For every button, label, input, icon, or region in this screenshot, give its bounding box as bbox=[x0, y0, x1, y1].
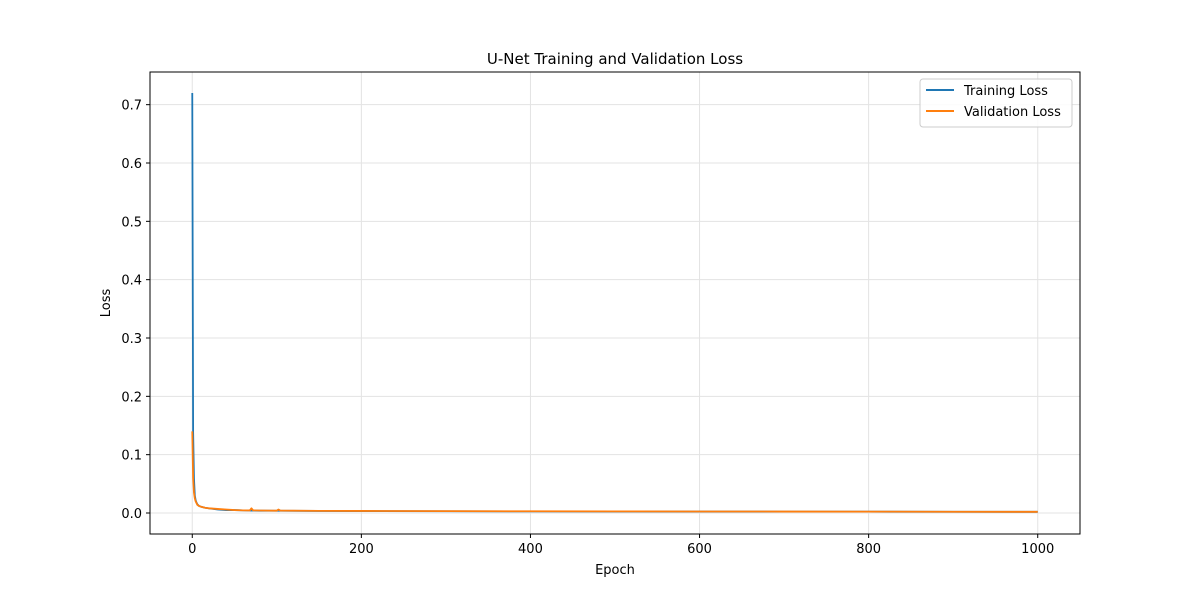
x-tick-label: 200 bbox=[349, 542, 374, 557]
y-axis-ticks: 0.0 0.1 0.2 0.3 0.4 0.5 0.6 0.7 bbox=[121, 99, 150, 522]
validation-loss-line bbox=[191, 431, 1038, 513]
legend-box bbox=[919, 78, 1073, 128]
y-tick-label: 0.3 bbox=[121, 332, 142, 347]
grid bbox=[150, 72, 1080, 534]
plot-frame bbox=[149, 71, 1081, 535]
x-axis-label: Epoch bbox=[595, 563, 635, 578]
x-axis-ticks: 0 200 400 600 800 1000 bbox=[188, 534, 1054, 557]
x-tick-label: 1000 bbox=[1021, 542, 1054, 557]
y-tick-label: 0.2 bbox=[121, 390, 142, 405]
y-tick-label: 0.7 bbox=[121, 99, 142, 114]
x-tick-label: 800 bbox=[856, 542, 881, 557]
y-tick-label: 0.1 bbox=[121, 449, 142, 464]
x-tick-label: 400 bbox=[518, 542, 543, 557]
y-tick-label: 0.5 bbox=[121, 215, 142, 230]
legend: Training Loss Validation Loss bbox=[919, 78, 1073, 128]
legend-label-validation: Validation Loss bbox=[964, 105, 1061, 120]
legend-label-training: Training Loss bbox=[963, 84, 1048, 99]
x-tick-label: 600 bbox=[687, 542, 712, 557]
x-tick-label: 0 bbox=[188, 542, 196, 557]
y-tick-label: 0.0 bbox=[121, 507, 142, 522]
y-tick-label: 0.6 bbox=[121, 157, 142, 172]
chart-title: U-Net Training and Validation Loss bbox=[487, 50, 743, 68]
plot-lines bbox=[191, 92, 1038, 513]
y-tick-label: 0.4 bbox=[121, 274, 142, 289]
y-axis-label: Loss bbox=[99, 289, 114, 318]
